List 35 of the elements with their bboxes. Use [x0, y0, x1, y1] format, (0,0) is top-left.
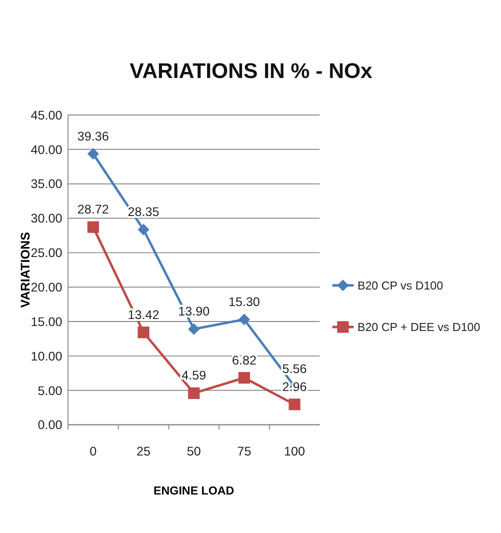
- y-tick-label: 10.00: [30, 349, 62, 364]
- point: [87, 221, 99, 233]
- y-tick-label: 5.00: [38, 384, 62, 398]
- data-label: 39.36: [77, 129, 109, 144]
- point: [138, 224, 150, 236]
- legend-label: B20 CP vs D100: [357, 279, 444, 292]
- x-tick-label: 0: [90, 444, 97, 459]
- legend-label: B20 CP + DEE vs D100: [357, 321, 480, 334]
- point: [138, 326, 150, 338]
- y-tick-label: 45.00: [30, 108, 62, 122]
- y-tick-label: 40.00: [30, 142, 62, 157]
- point: [288, 398, 300, 410]
- x-tick-label: 25: [136, 444, 151, 459]
- chart-title: VARIATIONS IN % - NOx: [130, 59, 373, 84]
- data-label: 5.56: [282, 362, 307, 376]
- y-tick-label: 15.00: [30, 314, 62, 329]
- x-axis-title: ENGINE LOAD: [154, 484, 234, 498]
- x-tick-label: 50: [186, 444, 201, 459]
- point: [238, 372, 250, 384]
- point: [188, 323, 200, 335]
- point: [87, 148, 99, 160]
- x-tick-label: 75: [237, 444, 252, 459]
- y-tick-label: 30.00: [30, 212, 62, 226]
- x-tick-label: 100: [284, 444, 306, 459]
- y-tick-label: 0.00: [38, 418, 62, 432]
- data-label: 28.72: [77, 202, 109, 217]
- y-axis-title: VARIATIONS: [18, 232, 32, 308]
- y-tick-label: 35.00: [30, 177, 62, 192]
- y-tick-label: 25.00: [30, 246, 62, 260]
- point: [238, 314, 250, 326]
- point: [188, 387, 200, 399]
- data-label: 6.82: [232, 353, 256, 368]
- y-tick-label: 20.00: [30, 280, 62, 295]
- data-label: 4.59: [182, 368, 206, 383]
- data-label: 15.30: [228, 294, 260, 309]
